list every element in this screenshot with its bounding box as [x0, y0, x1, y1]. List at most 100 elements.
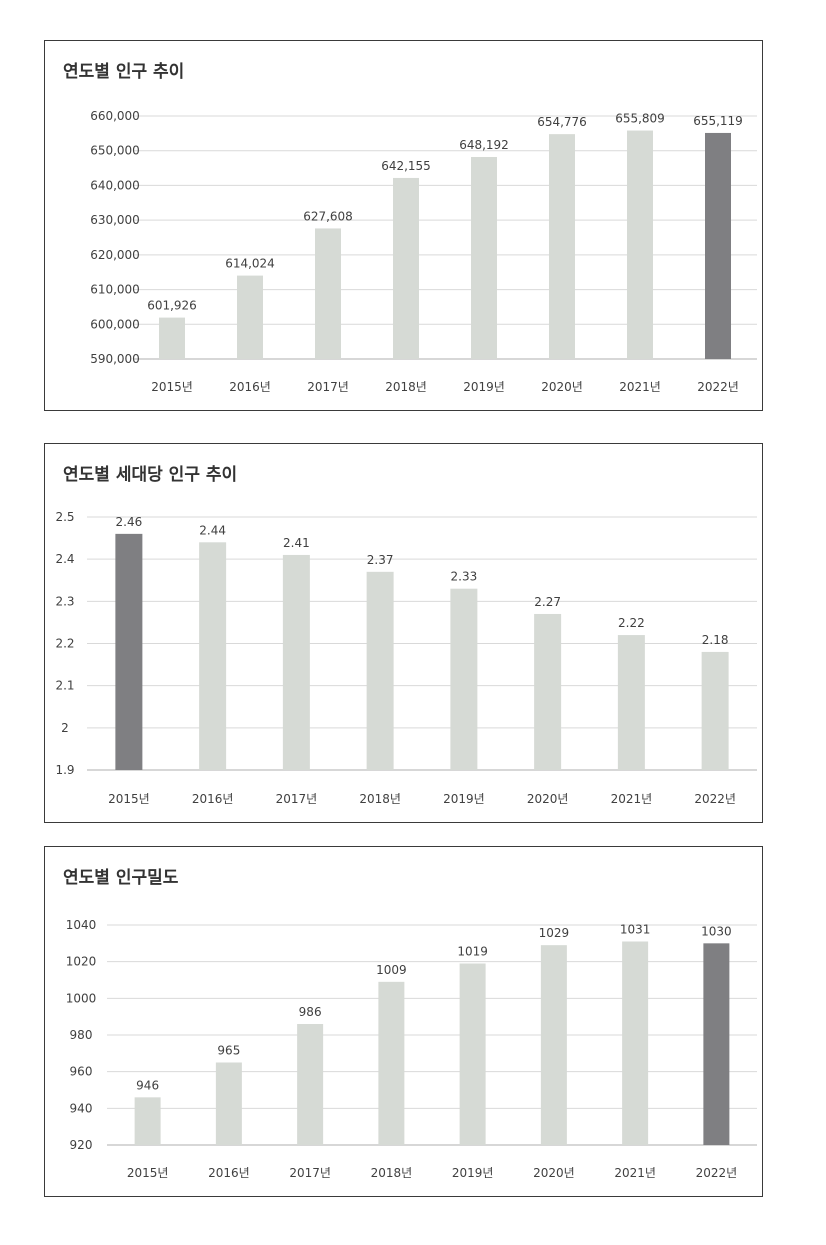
category-label: 2020년 — [527, 792, 569, 806]
bar-highlight — [703, 943, 730, 1145]
data-label: 648,192 — [459, 138, 509, 152]
category-label: 2021년 — [611, 792, 653, 806]
category-label: 2022년 — [697, 380, 739, 394]
category-label: 2019년 — [443, 792, 485, 806]
bar — [622, 941, 649, 1145]
y-tick-label: 940 — [70, 1101, 93, 1115]
y-tick-label: 620,000 — [90, 248, 140, 262]
data-label: 655,119 — [693, 114, 743, 128]
category-label: 2018년 — [385, 380, 427, 394]
bar — [617, 635, 645, 770]
y-tick-label: 640,000 — [90, 178, 140, 192]
bar — [534, 613, 562, 770]
bar — [701, 651, 729, 770]
y-tick-label: 610,000 — [90, 283, 140, 297]
category-label: 2020년 — [541, 380, 583, 394]
data-label: 601,926 — [147, 299, 197, 313]
y-tick-label: 2.2 — [55, 637, 74, 651]
category-label: 2020년 — [533, 1166, 575, 1180]
data-label: 946 — [136, 1078, 159, 1092]
category-label: 2016년 — [208, 1166, 250, 1180]
bar — [393, 177, 419, 359]
population-density-chart: 920 940 960 980 1000 1020 1040 946 2015년 965 2016년… — [66, 918, 757, 1180]
data-label: 1029 — [539, 926, 570, 940]
y-tick-label: 650,000 — [90, 144, 140, 158]
data-label: 2.41 — [283, 536, 310, 550]
y-tick-label: 2.1 — [55, 679, 74, 693]
household-size-chart: 1.9 2 2.1 2.2 2.3 2.4 2.5 2.46 2015년 2.44 2016년 2.4… — [55, 510, 757, 806]
y-tick-label: 2.4 — [55, 552, 74, 566]
data-label: 2.33 — [451, 570, 478, 584]
y-tick-label: 960 — [70, 1065, 93, 1079]
data-label: 1019 — [457, 945, 488, 959]
y-tick-label: 920 — [70, 1138, 93, 1152]
data-label: 2.44 — [199, 523, 226, 537]
data-label: 2.18 — [702, 633, 729, 647]
bar — [471, 156, 497, 359]
category-label: 2022년 — [696, 1166, 738, 1180]
bar — [627, 130, 653, 359]
data-label: 654,776 — [537, 115, 587, 129]
category-label: 2015년 — [127, 1166, 169, 1180]
data-label: 986 — [299, 1005, 322, 1019]
bar — [549, 134, 575, 359]
category-label: 2022년 — [694, 792, 736, 806]
category-label: 2021년 — [614, 1166, 656, 1180]
category-label: 2019년 — [463, 380, 505, 394]
y-tick-label: 2 — [61, 721, 69, 735]
chart-title: 연도별 인구 추이 — [63, 62, 185, 82]
y-tick-label: 1.9 — [55, 763, 74, 777]
bar — [378, 981, 405, 1145]
y-tick-label: 660,000 — [90, 109, 140, 123]
bar — [215, 1062, 242, 1145]
category-label: 2017년 — [276, 792, 318, 806]
y-tick-label: 600,000 — [90, 317, 140, 331]
category-label: 2016년 — [192, 792, 234, 806]
category-label: 2019년 — [452, 1166, 494, 1180]
category-label: 2018년 — [359, 792, 401, 806]
data-label: 655,809 — [615, 112, 665, 126]
population-chart-panel: 연도별 인구 추이 590,000 600,000 610,000 620,000 63… — [44, 40, 763, 411]
y-tick-label: 1000 — [66, 991, 97, 1005]
chart-title: 연도별 인구밀도 — [63, 868, 179, 888]
data-label: 965 — [217, 1044, 240, 1058]
y-tick-label: 2.5 — [55, 510, 74, 524]
bar — [199, 542, 227, 770]
y-tick-label: 630,000 — [90, 213, 140, 227]
bar — [297, 1024, 324, 1145]
bar — [282, 554, 310, 770]
category-label: 2017년 — [289, 1166, 331, 1180]
data-label: 1009 — [376, 963, 407, 977]
y-tick-label: 1020 — [66, 955, 97, 969]
data-label: 627,608 — [303, 209, 353, 223]
data-label: 2.37 — [367, 553, 394, 567]
data-label: 2.22 — [618, 616, 645, 630]
bar-highlight — [115, 533, 143, 770]
data-label: 1031 — [620, 923, 651, 937]
bar — [459, 963, 486, 1145]
data-label: 614,024 — [225, 257, 275, 271]
bar — [540, 945, 567, 1145]
bar — [134, 1097, 161, 1145]
household-size-chart-panel: 연도별 세대당 인구 추이 1.9 2 2.1 2.2 2.3 2.4 2.5 2.46 201… — [44, 443, 763, 823]
population-density-chart-panel: 연도별 인구밀도 920 940 960 980 1000 1020 1040 946 2015… — [44, 846, 763, 1197]
category-label: 2015년 — [151, 380, 193, 394]
bar — [237, 275, 263, 359]
category-label: 2021년 — [619, 380, 661, 394]
bar — [315, 228, 341, 359]
bar — [450, 588, 478, 770]
bar — [159, 317, 185, 359]
population-chart: 590,000 600,000 610,000 620,000 630,000 640,0… — [90, 109, 757, 394]
bar — [366, 571, 394, 770]
data-label: 1030 — [701, 924, 732, 938]
data-label: 2.27 — [534, 595, 561, 609]
category-label: 2015년 — [108, 792, 150, 806]
category-label: 2016년 — [229, 380, 271, 394]
y-tick-label: 1040 — [66, 918, 97, 932]
category-label: 2017년 — [307, 380, 349, 394]
bar-highlight — [705, 132, 731, 359]
category-label: 2018년 — [371, 1166, 413, 1180]
chart-title: 연도별 세대당 인구 추이 — [63, 465, 238, 485]
y-tick-label: 2.3 — [55, 594, 74, 608]
y-tick-label: 980 — [70, 1028, 93, 1042]
